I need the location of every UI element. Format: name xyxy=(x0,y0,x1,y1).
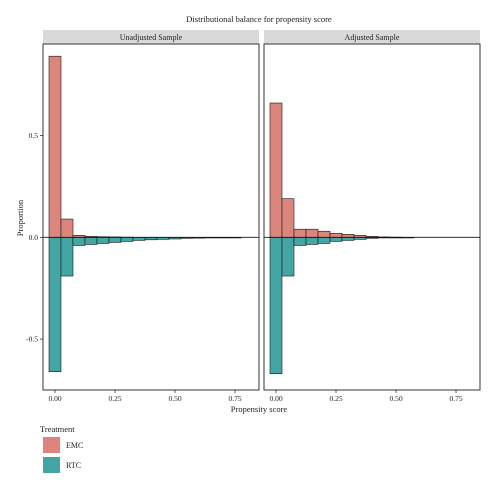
panel-border xyxy=(42,43,260,391)
bar-rtc xyxy=(72,237,86,246)
x-tick-label: 0.25 xyxy=(108,394,121,403)
y-tick-label: 0.5 xyxy=(29,131,39,140)
y-axis-label: Proportion xyxy=(15,199,25,236)
panel-unadjusted: Unadjusted Sample 0.00 0.25 0.50 0.75 -0.5 0.0… xyxy=(26,30,260,403)
bar-emc xyxy=(317,230,331,238)
chart-title: Distributional balance for propensity sc… xyxy=(186,14,332,24)
bar-rtc xyxy=(329,237,343,242)
facet-strip-label: Adjusted Sample xyxy=(345,33,400,42)
legend-label-rtc: RTC xyxy=(66,461,81,470)
bar-rtc xyxy=(269,237,283,375)
x-tick-label: 0.25 xyxy=(329,394,342,403)
bar-emc xyxy=(269,102,283,238)
y-tick-label: 0.0 xyxy=(29,233,39,242)
legend-swatch-emc xyxy=(43,437,60,453)
y-tick-label: -0.5 xyxy=(26,335,38,344)
facet-strip xyxy=(43,30,259,44)
bar-rtc xyxy=(293,237,307,246)
legend-title: Treatment xyxy=(40,424,75,434)
bar-emc xyxy=(60,218,74,238)
bar-rtc xyxy=(317,237,331,244)
x-tick-label: 0.50 xyxy=(389,394,402,403)
x-tick-label: 0.75 xyxy=(228,394,241,403)
bar-emc xyxy=(341,234,355,238)
x-axis-label: Propensity score xyxy=(231,404,288,414)
bar-rtc xyxy=(84,237,98,245)
bar-rtc xyxy=(305,237,319,245)
x-tick-label: 0.75 xyxy=(449,394,462,403)
bar-rtc xyxy=(60,237,74,277)
facet-strip-label: Unadjusted Sample xyxy=(120,33,183,42)
facet-panels: Unadjusted Sample 0.00 0.25 0.50 0.75 -0.5 0.0… xyxy=(26,30,481,403)
legend: Treatment EMC RTC xyxy=(40,424,83,473)
x-tick-label: 0.00 xyxy=(48,394,61,403)
bar-rtc xyxy=(341,237,355,241)
bar-emc xyxy=(293,228,307,238)
bar-rtc xyxy=(108,237,122,243)
bar-emc xyxy=(305,228,319,238)
panel-adjusted: Adjusted Sample 0.00 0.25 0.50 0.75 xyxy=(263,30,481,403)
facet-strip xyxy=(264,30,480,44)
legend-swatch-rtc xyxy=(43,457,60,473)
bar-emc xyxy=(329,232,343,238)
x-tick-label: 0.50 xyxy=(168,394,181,403)
bar-rtc xyxy=(120,237,134,242)
bar-emc xyxy=(281,198,295,238)
panel-border xyxy=(263,43,481,391)
bar-rtc xyxy=(96,237,110,244)
bar-rtc xyxy=(48,237,62,372)
legend-label-emc: EMC xyxy=(66,441,83,450)
x-tick-label: 0.00 xyxy=(269,394,282,403)
bar-rtc xyxy=(281,237,295,277)
bar-emc xyxy=(48,55,62,238)
bar-rtc xyxy=(132,237,146,241)
